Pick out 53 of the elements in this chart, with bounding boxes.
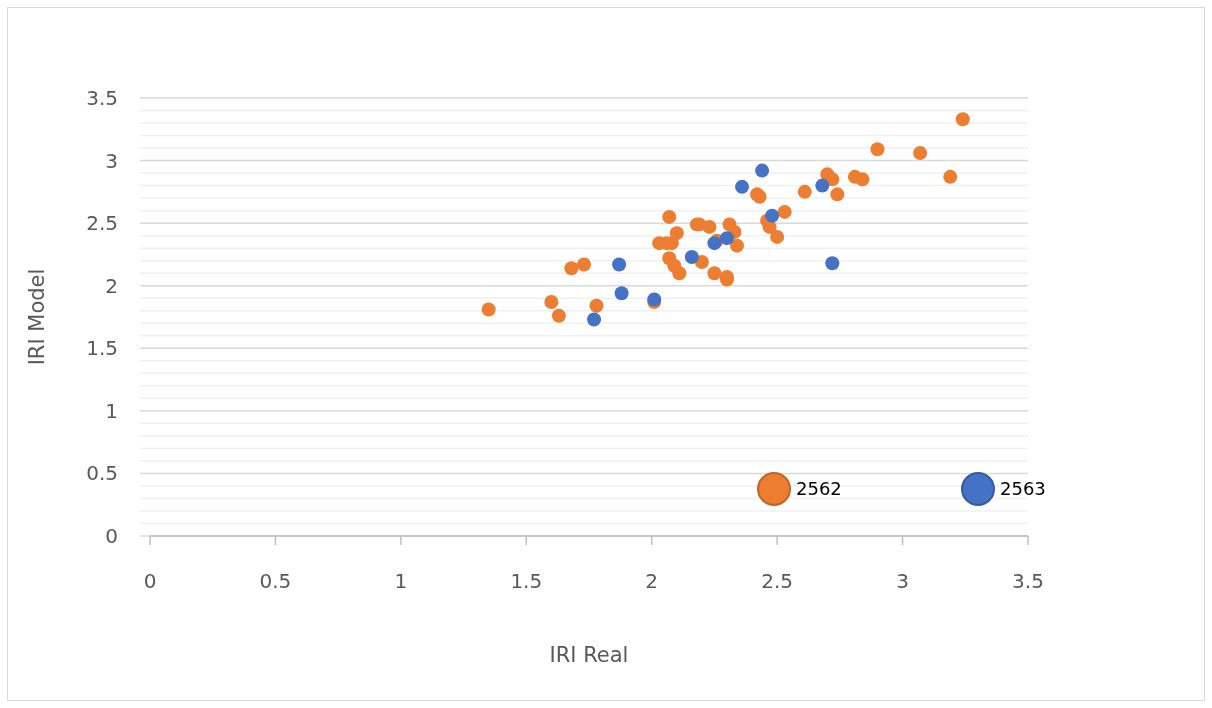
point [855,172,870,187]
point [777,204,792,219]
y-tick-label: 2.5 [86,211,118,236]
point [770,229,785,244]
x-tick-label: 2 [645,569,659,593]
point [551,308,566,323]
point [797,184,812,199]
point [765,208,780,223]
point [825,172,840,187]
y-tick-label: 0 [105,524,118,548]
point [544,294,559,309]
x-tick-label: 3.5 [1012,569,1044,593]
x-tick-label: 3 [896,569,909,593]
y-tick-label: 3.5 [86,86,118,110]
y-axis-title: IRI Model [25,268,49,366]
x-tick-label: 0 [143,569,157,593]
point [830,187,845,202]
x-tick-label: 1.5 [510,569,543,593]
point [825,256,840,271]
x-tick-label: 1 [394,569,408,593]
y-tick-label: 1.5 [86,336,118,361]
point [576,257,591,272]
point [719,231,734,246]
x-axis-title: IRI Real [549,643,629,667]
point [870,142,885,157]
point [589,298,604,313]
point [730,238,745,253]
point [735,179,750,194]
point [707,266,722,281]
point [702,219,717,234]
point [913,146,928,161]
point [684,249,699,264]
point [662,209,677,224]
y-tick-label: 1 [105,398,118,423]
point [815,178,830,193]
point [955,112,970,127]
y-tick-label: 3 [105,148,118,173]
point [612,257,627,272]
point [672,266,687,281]
point [669,226,684,241]
legend-label: 2562 [796,478,842,499]
x-tick-label: 2.5 [761,569,794,593]
legend-label: 2563 [1000,478,1046,499]
y-tick-label: 0.5 [86,461,118,486]
point [481,302,496,317]
y-tick-label: 2 [105,273,118,298]
point [564,261,579,276]
point [587,312,602,327]
point [694,254,709,269]
point [614,286,629,301]
point [943,169,958,184]
point [755,163,770,178]
x-tick-label: 0.5 [259,569,292,593]
